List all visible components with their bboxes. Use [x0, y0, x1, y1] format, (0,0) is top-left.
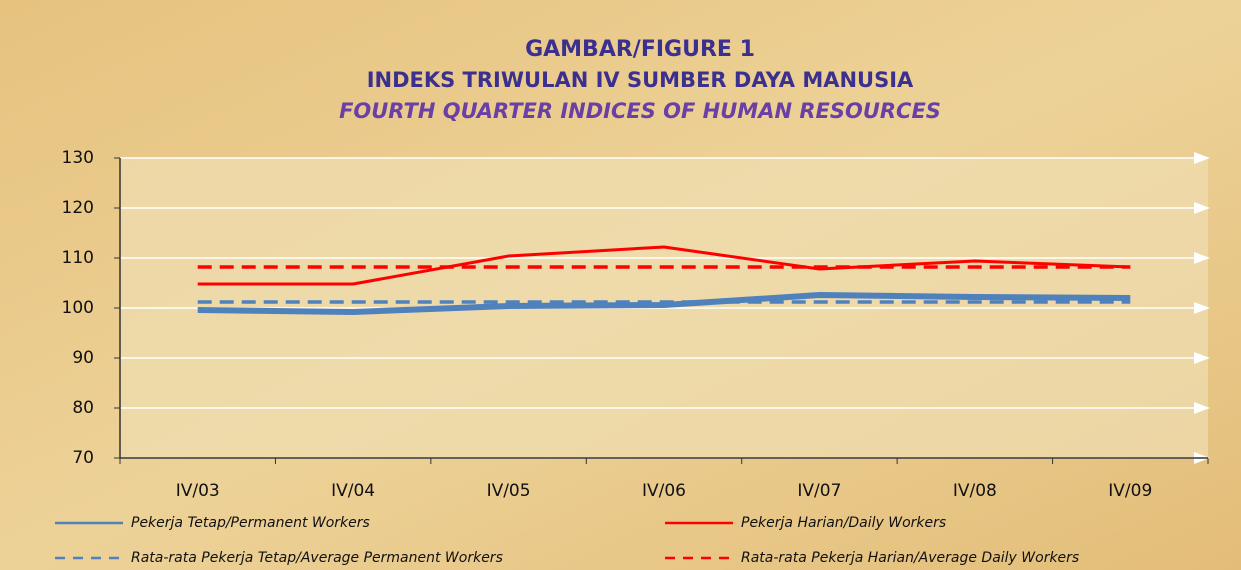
grid-arrow — [1194, 302, 1210, 314]
grid-arrow — [1194, 252, 1210, 264]
legend-label: Rata-rata Pekerja Harian/Average Daily W… — [741, 550, 1079, 566]
y-tick-label: 130 — [62, 148, 94, 168]
y-tick-label: 110 — [62, 248, 94, 268]
x-tick-label: IV/09 — [1108, 481, 1152, 501]
y-tick-label: 90 — [72, 348, 94, 368]
grid-arrow — [1194, 402, 1210, 414]
x-tick-label: IV/05 — [487, 481, 531, 501]
legend-label: Pekerja Harian/Daily Workers — [741, 515, 946, 531]
x-tick-label: IV/06 — [642, 481, 686, 501]
x-tick-label: IV/07 — [797, 481, 841, 501]
grid-arrow — [1194, 152, 1210, 164]
y-tick-label: 120 — [62, 198, 94, 218]
chart-subtitle: INDEKS TRIWULAN IV SUMBER DAYA MANUSIA — [367, 68, 914, 92]
y-tick-label: 100 — [62, 298, 94, 318]
grid-arrow — [1194, 352, 1210, 364]
chart-subtitle: FOURTH QUARTER INDICES OF HUMAN RESOURCE… — [339, 99, 941, 123]
y-tick-label: 70 — [72, 448, 94, 468]
chart-title: GAMBAR/FIGURE 1 — [525, 37, 755, 62]
x-tick-label: IV/03 — [176, 481, 220, 501]
series-line — [197, 292, 1131, 315]
x-tick-label: IV/04 — [331, 481, 375, 501]
y-tick-label: 80 — [72, 398, 94, 418]
x-tick-label: IV/08 — [953, 481, 997, 501]
legend-label: Pekerja Tetap/Permanent Workers — [131, 515, 370, 531]
grid-arrow — [1194, 202, 1210, 214]
legend-label: Rata-rata Pekerja Tetap/Average Permanen… — [131, 550, 503, 566]
series-line — [197, 245, 1131, 286]
